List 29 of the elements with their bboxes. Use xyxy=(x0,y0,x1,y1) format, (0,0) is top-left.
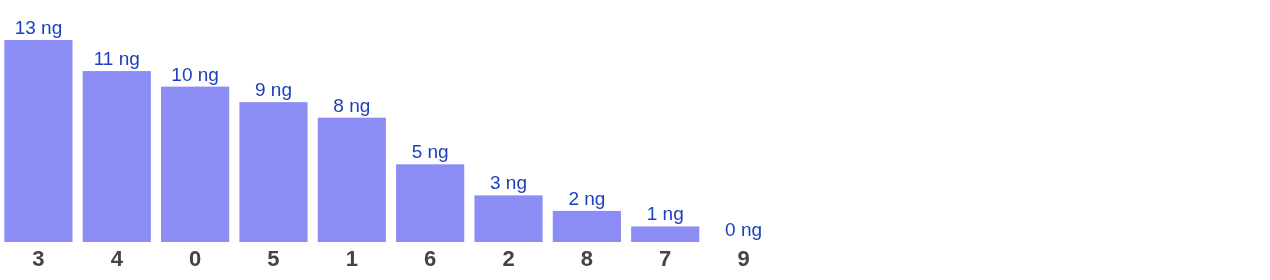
x-tick-label: 0 xyxy=(189,246,202,271)
bar xyxy=(631,226,700,242)
data-label: 9 ng xyxy=(254,79,292,101)
data-label: 2 ng xyxy=(568,187,606,209)
data-label: 0 ng xyxy=(725,219,763,240)
bar xyxy=(396,164,465,242)
bar xyxy=(317,117,386,242)
x-tick-label: 1 xyxy=(345,246,358,271)
x-tick-label: 5 xyxy=(267,246,280,271)
data-label: 1 ng xyxy=(646,203,684,225)
data-label: 13 ng xyxy=(14,17,63,38)
x-tick-label: 3 xyxy=(32,246,45,271)
data-label: 5 ng xyxy=(411,141,449,163)
data-label: 8 ng xyxy=(333,94,371,116)
data-label: 10 ng xyxy=(171,63,219,85)
bar xyxy=(552,210,621,242)
x-tick-label: 4 xyxy=(110,246,124,271)
x-tick-label: 7 xyxy=(659,246,672,271)
bar xyxy=(82,71,151,242)
x-tick-label: 6 xyxy=(424,246,437,271)
data-label: 11 ng xyxy=(93,48,140,70)
x-tick-label: 9 xyxy=(737,246,750,271)
bar xyxy=(4,40,73,242)
bar xyxy=(161,86,230,242)
bar xyxy=(474,195,543,242)
x-tick-label: 2 xyxy=(502,246,515,271)
x-tick-label: 8 xyxy=(580,246,593,271)
bar xyxy=(239,102,308,242)
data-label: 3 ng xyxy=(490,172,528,194)
